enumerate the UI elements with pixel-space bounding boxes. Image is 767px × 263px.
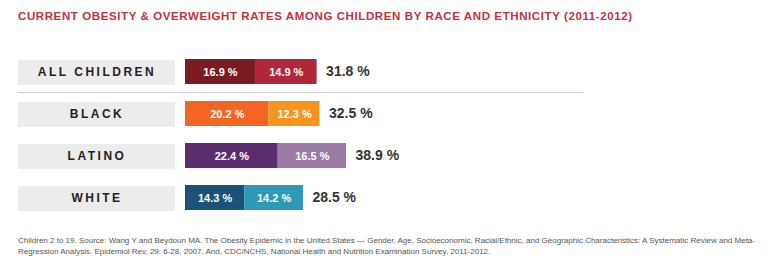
svg-text:16.9 %: 16.9 % — [203, 66, 237, 78]
svg-text:12.3 %: 12.3 % — [277, 108, 311, 120]
svg-text:BLACK: BLACK — [70, 107, 125, 121]
svg-text:22.4 %: 22.4 % — [215, 150, 249, 162]
svg-text:14.2 %: 14.2 % — [257, 192, 291, 204]
svg-text:14.3 %: 14.3 % — [198, 192, 232, 204]
html-text:CURRENT OBESITY & OVERWEIGHT R: CURRENT OBESITY & OVERWEIGHT RATES AMONG… — [18, 10, 633, 22]
svg-text:38.9 %: 38.9 % — [356, 147, 400, 163]
svg-text:ALL CHILDREN: ALL CHILDREN — [38, 65, 156, 79]
svg-text:20.2 %: 20.2 % — [210, 108, 244, 120]
svg-text:LATINO: LATINO — [68, 149, 127, 163]
svg-text:32.5 %: 32.5 % — [329, 105, 373, 121]
svg-text:14.9 %: 14.9 % — [269, 66, 303, 78]
svg-text:31.8 %: 31.8 % — [326, 63, 370, 79]
svg-text:WHITE: WHITE — [71, 191, 122, 205]
svg-text:28.5 %: 28.5 % — [312, 189, 356, 205]
svg-text:16.5 %: 16.5 % — [295, 150, 329, 162]
html-text:Children 2 to 19. Source: Wang: Children 2 to 19. Source: Wang Y and Bey… — [18, 236, 755, 256]
